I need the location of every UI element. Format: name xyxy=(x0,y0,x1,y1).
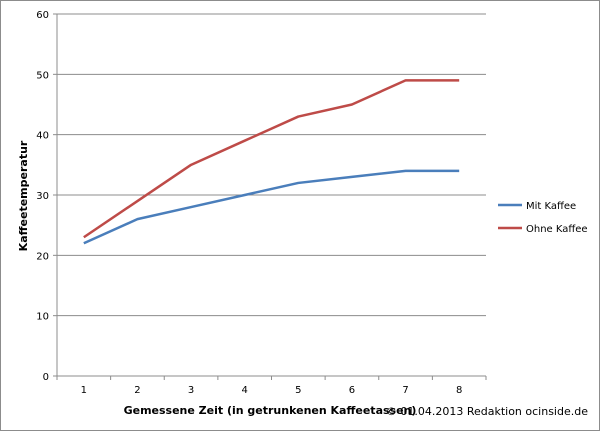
x-tick-label: 7 xyxy=(402,385,408,396)
gridlines xyxy=(53,13,486,377)
legend-item: Mit Kaffee xyxy=(498,201,576,212)
y-tick-label: 30 xyxy=(36,191,49,202)
axes xyxy=(56,14,487,380)
y-tick-label: 60 xyxy=(36,10,49,21)
legend-item: Ohne Kaffee xyxy=(498,224,588,235)
y-tick-label: 50 xyxy=(36,70,49,81)
y-tick-label: 10 xyxy=(36,312,49,323)
x-tick-label: 5 xyxy=(295,385,301,396)
y-tick-label: 20 xyxy=(36,251,49,262)
legend-label: Ohne Kaffee xyxy=(526,224,588,235)
x-axis-title: Gemessene Zeit (in getrunkenen Kaffeetas… xyxy=(124,404,417,417)
y-tick-label: 0 xyxy=(43,372,49,383)
x-tick-label: 1 xyxy=(81,385,87,396)
x-tick-label: 8 xyxy=(456,385,462,396)
legend: Mit Kaffee Ohne Kaffee xyxy=(498,201,588,235)
x-tick-label: 4 xyxy=(242,385,248,396)
x-tick-labels: 1 2 3 4 5 6 7 8 xyxy=(81,385,463,396)
series-lines xyxy=(83,79,460,245)
y-tick-label: 40 xyxy=(36,131,49,142)
y-axis-title: Kaffeetemperatur xyxy=(17,140,30,251)
series-line-2 xyxy=(83,79,460,239)
series-line-1 xyxy=(83,169,460,245)
legend-label: Mit Kaffee xyxy=(526,201,576,212)
y-tick-labels: 0 10 20 30 40 50 60 xyxy=(36,10,49,383)
x-tick-label: 6 xyxy=(349,385,355,396)
x-tick-label: 3 xyxy=(188,385,194,396)
copyright-text: © 01.04.2013 Redaktion ocinside.de xyxy=(386,405,588,418)
x-tick-label: 2 xyxy=(134,385,140,396)
